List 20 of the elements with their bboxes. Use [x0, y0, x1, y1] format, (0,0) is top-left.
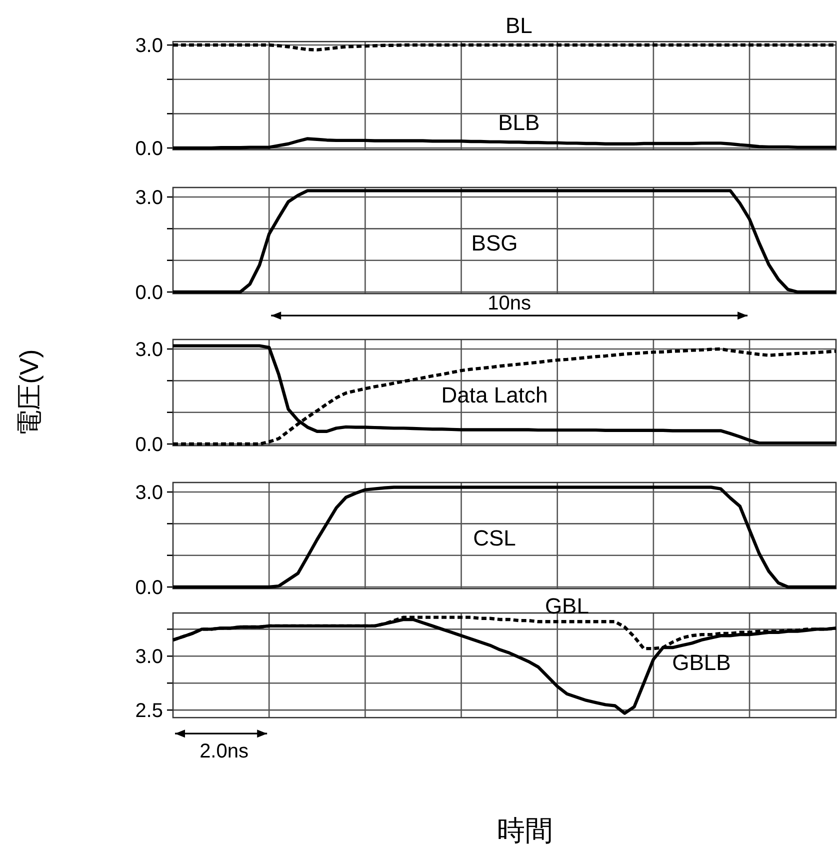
y-tick-label: 3.0 — [135, 646, 163, 668]
y-tick-label: 0.0 — [135, 282, 163, 304]
series-label: BL — [505, 13, 532, 38]
series-label: GBL — [544, 594, 589, 619]
text: BSG — [471, 230, 518, 256]
y-tick-label: 2.5 — [135, 700, 163, 722]
y-axis-title: 電圧(V) — [14, 349, 44, 436]
y-tick-label: 0.0 — [135, 577, 163, 600]
y-tick-label: 0.0 — [135, 138, 163, 160]
text: 2.0ns — [200, 740, 249, 763]
text: CSL — [473, 526, 516, 551]
y-tick-label: 0.0 — [135, 434, 163, 456]
series-label: GBLB — [672, 650, 731, 675]
y-tick-label: 3.0 — [135, 35, 163, 58]
x-axis-title: 時間 — [497, 815, 553, 846]
annotation: 10ns — [488, 292, 531, 315]
y-tick-label: 3.0 — [135, 187, 163, 209]
series-label: BLB — [498, 110, 540, 136]
y-tick-label: 3.0 — [135, 482, 163, 504]
y-tick-label: 3.0 — [135, 339, 163, 361]
